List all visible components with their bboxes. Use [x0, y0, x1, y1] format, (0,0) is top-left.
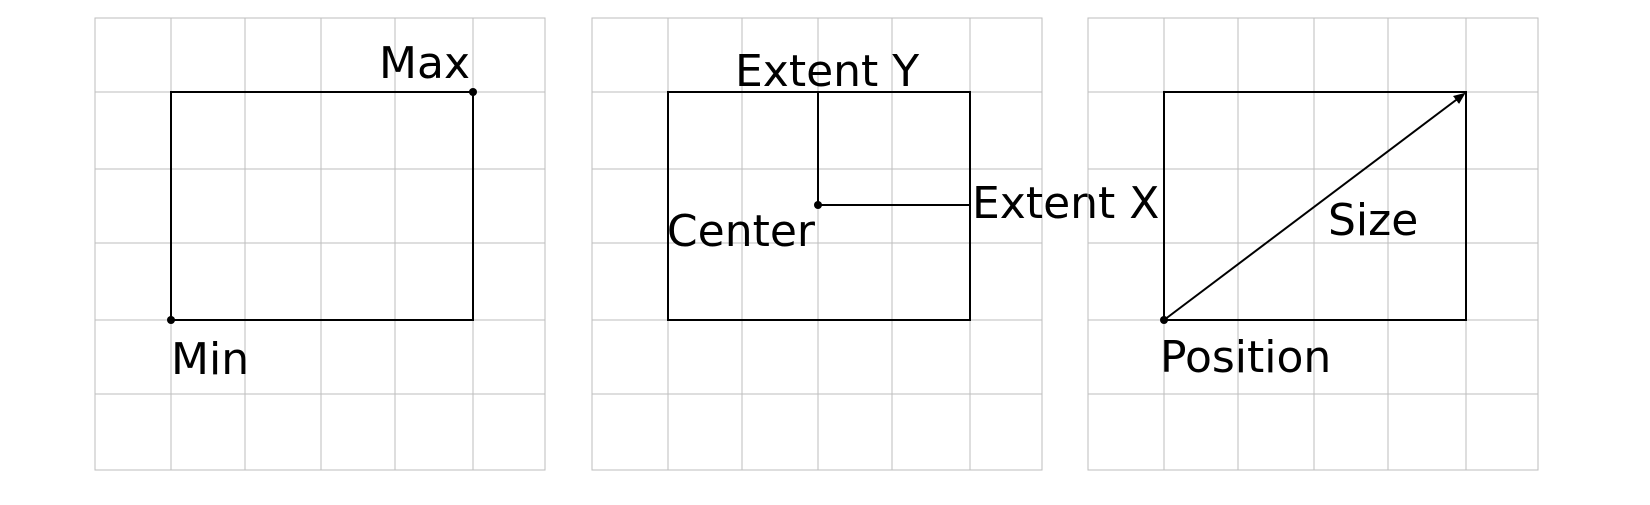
center-label: Center — [667, 206, 816, 257]
panel-position-size: Size Position — [1087, 17, 1539, 471]
bounds-rectangle — [1163, 91, 1467, 321]
extent-y-label: Extent Y — [735, 46, 919, 97]
max-point — [469, 88, 477, 96]
position-point — [1160, 316, 1168, 324]
extent-x-label: Extent X — [972, 178, 1159, 229]
panel-min-max: Max Min — [94, 17, 546, 471]
panel-center-extents: Extent Y Extent X Center — [591, 17, 1159, 471]
bounds-rectangle — [170, 91, 474, 321]
size-arrow — [1163, 92, 1466, 321]
min-label: Min — [171, 334, 249, 385]
position-label: Position — [1160, 332, 1331, 383]
grid-min-max — [94, 17, 546, 471]
grid-position-size — [1087, 17, 1539, 471]
center-point — [814, 201, 822, 209]
size-label: Size — [1328, 195, 1418, 246]
min-point — [167, 316, 175, 324]
max-label: Max — [379, 38, 470, 89]
